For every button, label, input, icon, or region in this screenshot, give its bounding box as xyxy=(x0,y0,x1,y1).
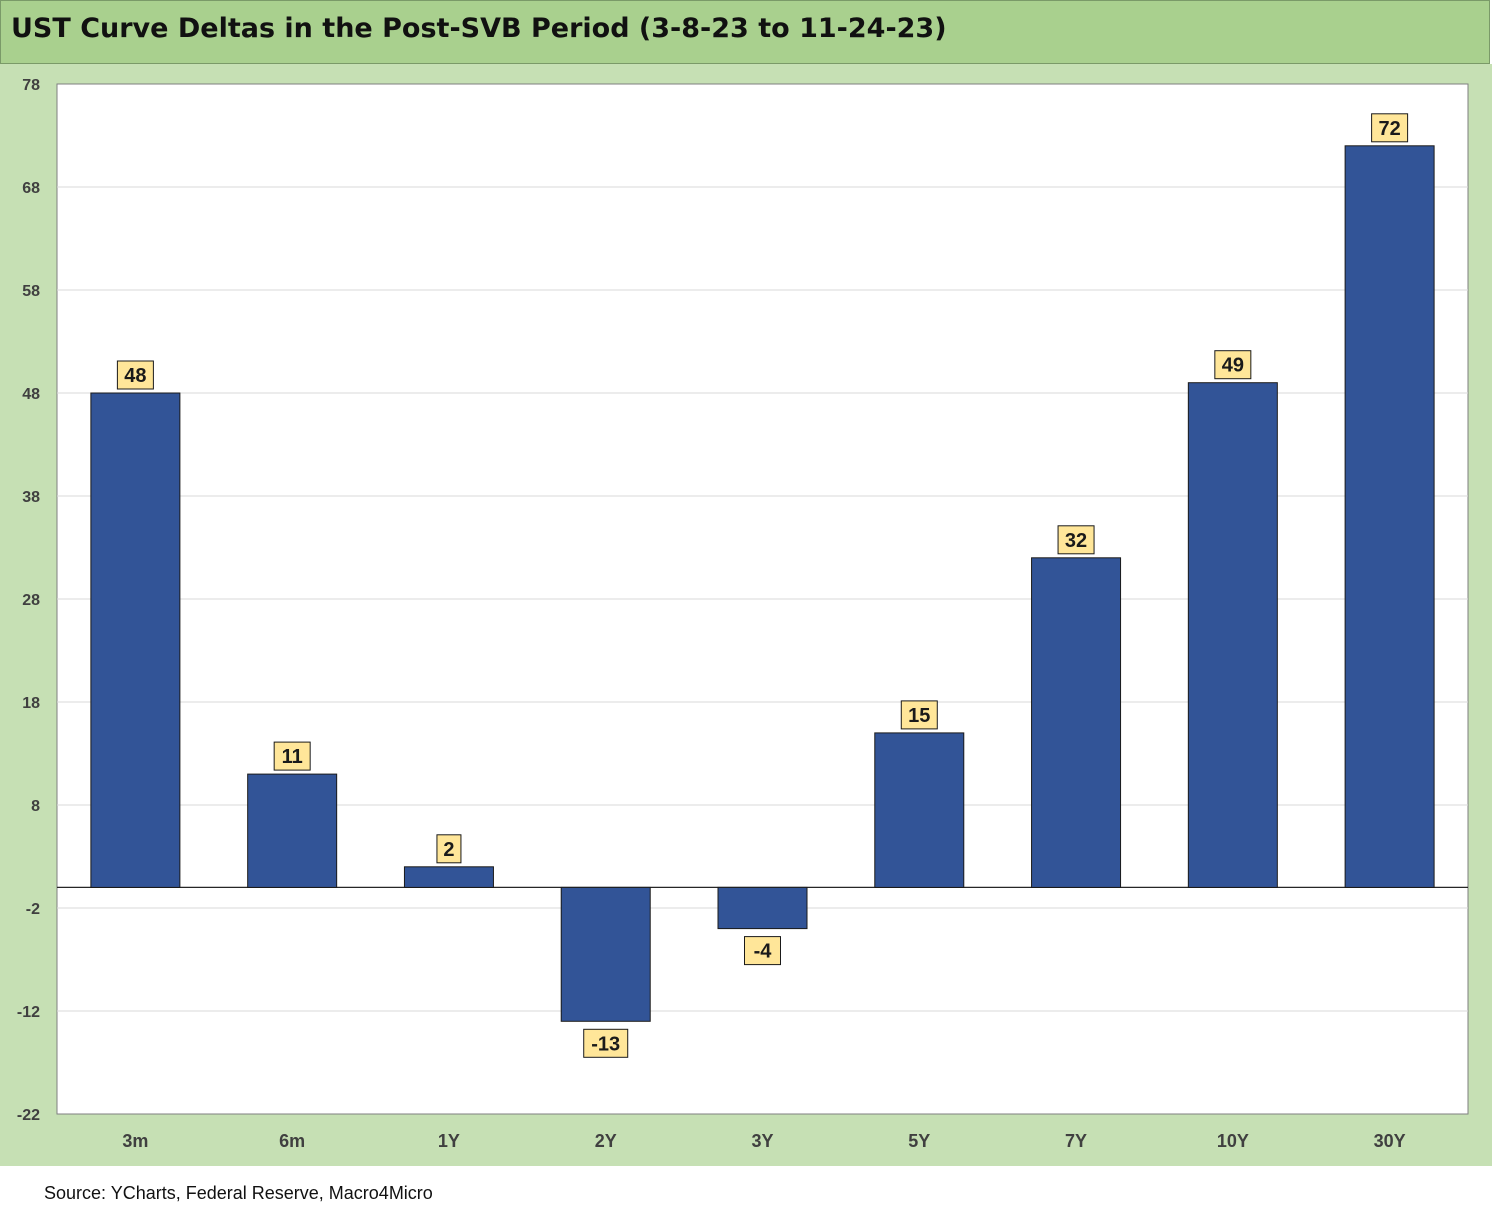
data-label: 15 xyxy=(908,705,930,727)
x-tick-label: 10Y xyxy=(1217,1131,1249,1151)
y-tick-label: -2 xyxy=(26,901,40,918)
data-label: -4 xyxy=(754,941,773,963)
y-tick-label: 48 xyxy=(22,386,40,403)
y-tick-label: 28 xyxy=(22,592,40,609)
data-label-box xyxy=(273,741,311,771)
bar-30Y xyxy=(1344,145,1435,888)
x-tick-label: 1Y xyxy=(438,1131,460,1151)
y-tick-label: -12 xyxy=(17,1004,40,1021)
data-label: 32 xyxy=(1065,530,1087,552)
y-tick-label: 78 xyxy=(22,77,40,94)
chart-title: UST Curve Deltas in the Post-SVB Period … xyxy=(11,13,947,44)
data-label-box xyxy=(1214,350,1252,380)
data-label-box xyxy=(1371,113,1409,143)
data-label-box xyxy=(900,700,938,730)
bar-6m xyxy=(247,773,338,888)
bar-3m xyxy=(90,392,181,888)
x-tick-label: 5Y xyxy=(908,1131,930,1151)
bar-10Y xyxy=(1187,382,1278,888)
data-label: 49 xyxy=(1222,355,1244,377)
x-tick-label: 30Y xyxy=(1374,1131,1406,1151)
y-tick-label: 68 xyxy=(22,180,40,197)
x-tick-label: 3Y xyxy=(751,1131,773,1151)
data-label-box xyxy=(1057,525,1095,555)
source-bar: Source: YCharts, Federal Reserve, Macro4… xyxy=(0,1166,1492,1216)
data-label: 72 xyxy=(1378,118,1400,140)
bar-5Y xyxy=(874,732,965,888)
y-tick-label: 18 xyxy=(22,695,40,712)
data-label-box xyxy=(436,834,462,864)
title-bar: UST Curve Deltas in the Post-SVB Period … xyxy=(0,0,1490,64)
data-label: 48 xyxy=(124,365,146,387)
x-tick-label: 2Y xyxy=(595,1131,617,1151)
data-label: 2 xyxy=(443,839,454,861)
bar-1Y xyxy=(403,866,494,888)
bar-chart: 78 68 58 48 38 28 18 8 -2 -12 -22 48 3m 11 6m 2 1Y -13 2Y -… xyxy=(17,77,1469,1151)
y-tick-label: 38 xyxy=(22,489,40,506)
y-tick-label: 8 xyxy=(31,798,40,815)
data-label: 11 xyxy=(282,746,303,768)
data-label-box xyxy=(744,936,781,966)
x-tick-label: 7Y xyxy=(1065,1131,1087,1151)
x-tick-label: 6m xyxy=(279,1131,305,1151)
source-note: Source: YCharts, Federal Reserve, Macro4… xyxy=(44,1183,433,1203)
data-label-box xyxy=(116,360,154,390)
y-tick-label: -22 xyxy=(17,1107,40,1124)
x-tick-label: 3m xyxy=(122,1131,148,1151)
bar-7Y xyxy=(1031,557,1122,888)
bar-2Y xyxy=(560,886,651,1022)
chart-panel: 78 68 58 48 38 28 18 8 -2 -12 -22 48 3m 11 6m 2 1Y -13 2Y -… xyxy=(0,64,1492,1166)
bar-3Y xyxy=(717,886,808,930)
data-label: -13 xyxy=(591,1033,620,1055)
y-tick-label: 58 xyxy=(22,283,40,300)
data-label-box xyxy=(583,1028,629,1058)
